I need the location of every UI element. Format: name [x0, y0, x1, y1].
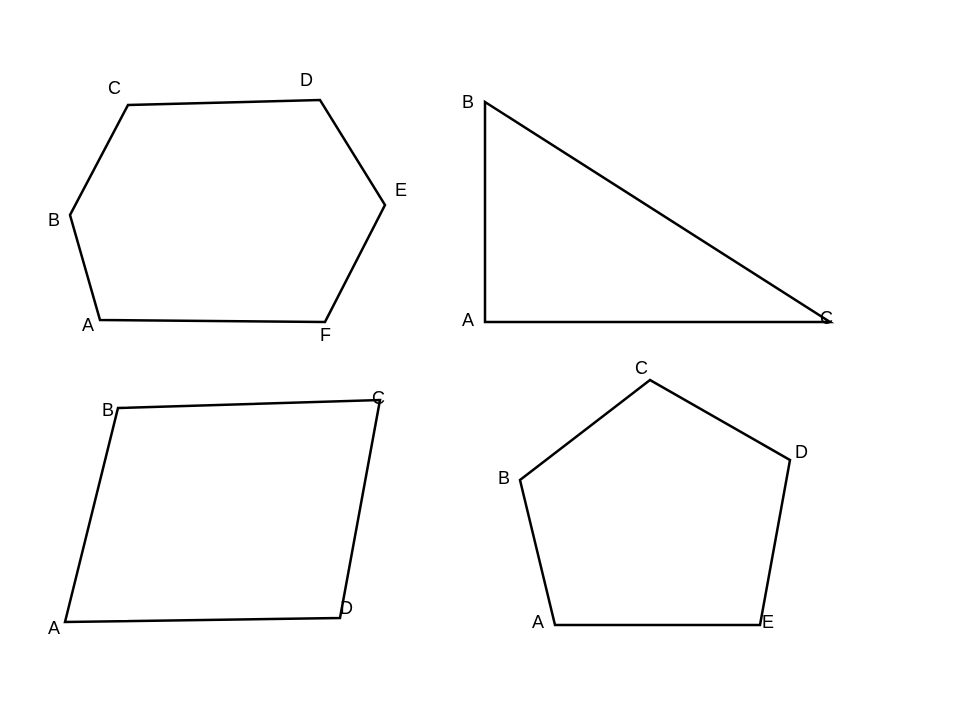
pentagon-label-c: C	[635, 358, 648, 379]
hexagon-label-a: A	[82, 315, 94, 336]
hexagon-label-d: D	[300, 70, 313, 91]
parallelogram-shape	[65, 400, 380, 622]
hexagon-label-b: B	[48, 210, 60, 231]
diagram-canvas	[0, 0, 960, 720]
triangle-label-c: C	[820, 308, 833, 329]
pentagon-label-e: E	[762, 612, 774, 633]
pentagon-label-d: D	[795, 442, 808, 463]
triangle-label-a: A	[462, 310, 474, 331]
pentagon-shape	[520, 380, 790, 625]
parallelogram-label-a: A	[48, 618, 60, 639]
triangle-label-b: B	[462, 92, 474, 113]
pentagon-label-b: B	[498, 468, 510, 489]
hexagon-shape	[70, 100, 385, 322]
parallelogram-label-d: D	[340, 598, 353, 619]
hexagon-label-c: C	[108, 78, 121, 99]
parallelogram-label-c: C	[372, 388, 385, 409]
parallelogram-label-b: B	[102, 400, 114, 421]
pentagon-label-a: A	[532, 612, 544, 633]
hexagon-label-e: E	[395, 180, 407, 201]
triangle-shape	[485, 102, 830, 322]
hexagon-label-f: F	[320, 325, 331, 346]
